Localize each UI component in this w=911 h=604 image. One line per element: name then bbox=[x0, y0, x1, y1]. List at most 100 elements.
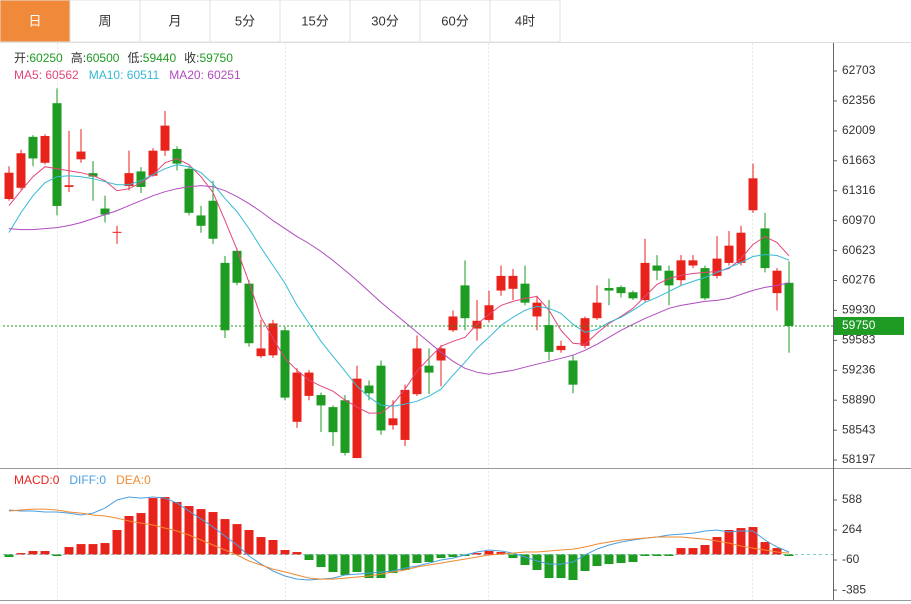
legend-name: MA20 bbox=[169, 68, 201, 82]
last-price-label: 59750 bbox=[842, 318, 876, 332]
macd-bar bbox=[772, 548, 782, 555]
last-price-tag bbox=[834, 316, 904, 335]
candle-body bbox=[88, 173, 98, 177]
macd-bar bbox=[280, 550, 290, 555]
ohlc-value: 60500 bbox=[86, 51, 120, 65]
macd-bar bbox=[40, 551, 50, 555]
macd-bar bbox=[376, 554, 386, 579]
tab[interactable] bbox=[139, 0, 211, 43]
candle-body bbox=[400, 389, 410, 440]
macd-bar bbox=[700, 545, 710, 555]
candle-body bbox=[484, 305, 494, 320]
macd-bar bbox=[604, 554, 614, 565]
macd-bar bbox=[76, 544, 86, 555]
candle-body bbox=[520, 283, 530, 303]
candle-body bbox=[136, 171, 146, 187]
macd-bar bbox=[256, 537, 266, 555]
candle-body bbox=[388, 418, 398, 426]
tab-label[interactable]: 60分 bbox=[441, 13, 468, 28]
ma-legend: MA5: 60562 MA10: 60511 MA20: 60251 bbox=[14, 68, 241, 82]
candle-body bbox=[772, 270, 782, 294]
tab[interactable] bbox=[349, 0, 421, 43]
candle-body bbox=[4, 172, 14, 200]
macd-bar bbox=[208, 512, 218, 555]
ma-line bbox=[8, 158, 790, 414]
tab-label[interactable]: 15分 bbox=[301, 13, 328, 28]
macd-bar bbox=[388, 554, 398, 574]
ma-line bbox=[8, 164, 790, 407]
legend-name: MA10 bbox=[89, 68, 121, 82]
macd-bar bbox=[184, 506, 194, 555]
candle-body bbox=[52, 103, 62, 206]
macd-bar bbox=[592, 554, 602, 567]
legend-separator: : bbox=[120, 68, 127, 82]
ohlc-label: 收: bbox=[184, 51, 199, 65]
macd-legend: MACD:0 DIFF:0 DEA:0 bbox=[14, 473, 151, 487]
legend-value: 60562 bbox=[45, 68, 79, 82]
candle-body bbox=[280, 330, 290, 398]
macd-bar bbox=[544, 554, 554, 579]
candle-body bbox=[328, 407, 338, 433]
y-tick-label: 59930 bbox=[842, 303, 876, 317]
tab[interactable] bbox=[69, 0, 141, 43]
y-tick-label: 264 bbox=[842, 522, 862, 536]
macd-bar bbox=[712, 537, 722, 555]
tab[interactable] bbox=[489, 0, 561, 43]
macd-bar bbox=[52, 554, 62, 557]
macd-bar bbox=[628, 554, 638, 563]
macd-bar bbox=[736, 528, 746, 555]
candle-body bbox=[700, 268, 710, 299]
tab-label[interactable]: 30分 bbox=[371, 13, 398, 28]
candle-body bbox=[124, 173, 134, 187]
candle-body bbox=[496, 275, 506, 291]
macd-bar bbox=[748, 527, 758, 555]
candle-body bbox=[28, 136, 38, 159]
y-tick-label: 60623 bbox=[842, 243, 876, 257]
ohlc-value: 60250 bbox=[29, 51, 63, 65]
y-tick-label: 61316 bbox=[842, 183, 876, 197]
macd-bar bbox=[472, 553, 482, 555]
macd-bar bbox=[412, 554, 422, 564]
candle-body bbox=[712, 258, 722, 276]
legend-value: 60251 bbox=[207, 68, 241, 82]
tab[interactable] bbox=[419, 0, 491, 43]
candle-body bbox=[364, 385, 374, 394]
candle-body bbox=[232, 250, 242, 283]
candle-body bbox=[532, 302, 542, 317]
candle-body bbox=[508, 275, 518, 289]
ohlc-label: 低: bbox=[127, 51, 142, 65]
legend-separator: : bbox=[49, 473, 52, 487]
macd-bar bbox=[220, 519, 230, 555]
candle-body bbox=[112, 231, 122, 233]
candle-body bbox=[424, 365, 434, 373]
tab-label[interactable]: 日 bbox=[28, 13, 41, 28]
macd-bar bbox=[508, 554, 518, 559]
legend-value: 0 bbox=[53, 473, 60, 487]
candle-body bbox=[628, 292, 638, 299]
y-tick-label: 59236 bbox=[842, 363, 876, 377]
ohlc-header: 开:60250 高:60500 低:59440 收:59750 bbox=[14, 50, 233, 65]
macd-bar bbox=[88, 544, 98, 555]
tab-label[interactable]: 4时 bbox=[515, 13, 535, 28]
legend-value: 0 bbox=[144, 473, 151, 487]
candle-body bbox=[148, 150, 158, 176]
candle-body bbox=[736, 232, 746, 263]
tab-label[interactable]: 月 bbox=[168, 13, 181, 28]
y-tick-label: 62009 bbox=[842, 123, 876, 137]
candle-body bbox=[436, 348, 446, 361]
macd-bar bbox=[532, 554, 542, 570]
macd-bar bbox=[28, 551, 38, 555]
macd-bar bbox=[724, 530, 734, 555]
macd-bar bbox=[424, 554, 434, 563]
macd-bar bbox=[196, 509, 206, 555]
tab-label[interactable]: 周 bbox=[98, 13, 111, 28]
candle-body bbox=[724, 245, 734, 263]
candle-body bbox=[592, 302, 602, 319]
legend-name: DIFF bbox=[69, 473, 96, 487]
tab-label[interactable]: 5分 bbox=[235, 13, 255, 28]
candle-body bbox=[544, 325, 554, 352]
macd-bar bbox=[568, 554, 578, 580]
macd-bar bbox=[292, 552, 302, 555]
macd-bar bbox=[436, 554, 446, 559]
